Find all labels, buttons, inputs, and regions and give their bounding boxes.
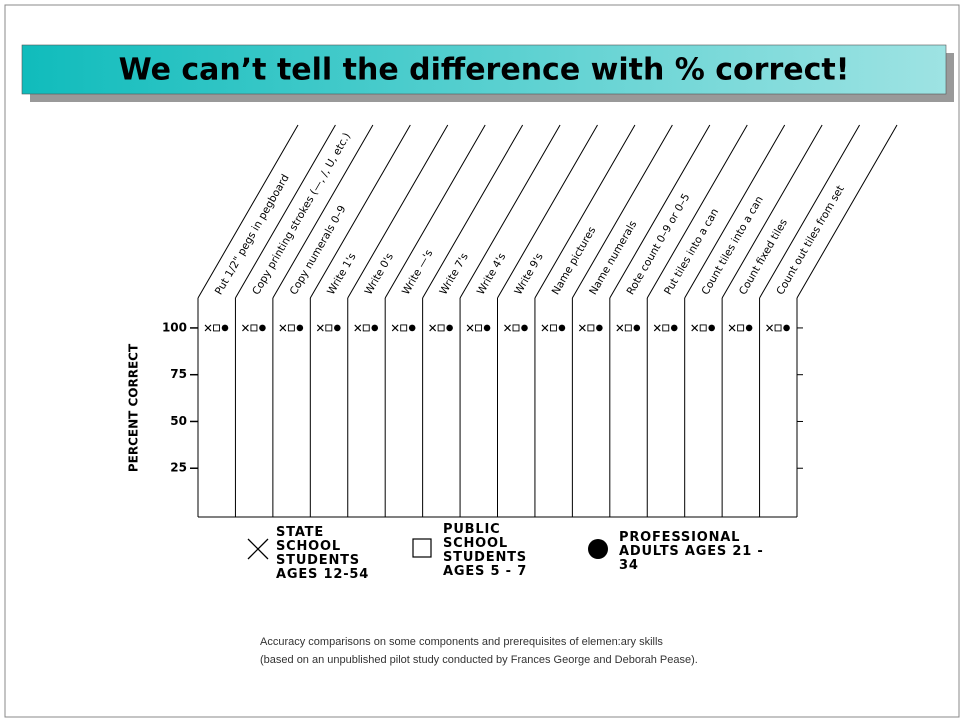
y-tick-label: 50	[170, 414, 187, 428]
category-label: Write 7's	[437, 251, 470, 297]
slide-border	[4, 4, 960, 718]
marker-circle	[708, 324, 715, 332]
marker-circle	[221, 324, 229, 332]
footnote: Accuracy comparisons on some components …	[260, 636, 663, 648]
marker-x	[578, 324, 586, 332]
footnote: (based on an unpublished pilot study con…	[260, 654, 698, 666]
marker-square	[662, 324, 670, 332]
marker-square	[213, 324, 220, 332]
marker-x	[728, 324, 736, 332]
marker-circle	[783, 324, 790, 332]
category-label: Put 1/2" pegs in pegboard	[213, 172, 292, 297]
legend-symbol-x	[247, 538, 269, 560]
marker-square	[400, 324, 408, 332]
column-diagonal	[197, 124, 299, 299]
column-diagonal	[272, 124, 374, 299]
legend-label: PUBLIC SCHOOL STUDENTS AGES 5 - 7	[443, 522, 528, 579]
y-tick-label: 100	[162, 320, 187, 334]
column-diagonal	[497, 124, 598, 299]
column-diagonal	[235, 124, 336, 299]
marker-circle	[259, 324, 266, 332]
marker-square	[737, 324, 745, 332]
column-diagonal	[384, 124, 486, 299]
marker-x	[354, 324, 362, 332]
category-label: Count out tiles from set	[774, 184, 846, 297]
category-label: Rote count 0–9 or 0–5	[625, 192, 693, 297]
marker-square	[512, 324, 520, 332]
marker-square	[437, 324, 445, 332]
column-diagonal	[684, 124, 786, 299]
category-label: Write 1's	[325, 251, 358, 297]
marker-square	[587, 324, 595, 332]
marker-x	[204, 324, 212, 332]
column-diagonal	[609, 124, 711, 299]
marker-square	[475, 324, 483, 332]
legend-symbol-circle	[588, 539, 608, 559]
column-diagonal	[759, 124, 860, 299]
column-diagonal	[422, 124, 524, 299]
title-bar	[21, 44, 947, 95]
column-diagonal	[721, 124, 823, 299]
column-diagonal	[646, 124, 748, 299]
marker-circle	[745, 324, 753, 332]
marker-square	[699, 324, 707, 332]
marker-x	[504, 324, 511, 332]
marker-square	[325, 324, 333, 332]
marker-circle	[296, 324, 304, 332]
category-label: Write —'s	[400, 248, 435, 297]
category-label: Write 9's	[512, 251, 545, 297]
column-diagonal	[571, 124, 673, 299]
marker-circle	[633, 324, 641, 332]
marker-x	[766, 324, 773, 332]
column-diagonal	[534, 124, 636, 299]
marker-square	[287, 324, 295, 332]
category-label: Write 4's	[475, 251, 508, 297]
category-label: Write 0's	[363, 251, 396, 297]
column-diagonal	[347, 124, 449, 299]
marker-x	[279, 324, 287, 332]
marker-square	[362, 324, 370, 332]
marker-x	[616, 324, 624, 332]
legend-label: STATE SCHOOL STUDENTS AGES 12-54	[276, 525, 370, 582]
marker-circle	[483, 324, 491, 332]
marker-x	[466, 324, 474, 332]
marker-x	[429, 324, 437, 332]
y-tick-label: 75	[170, 367, 187, 381]
marker-x	[242, 324, 249, 332]
marker-circle	[670, 324, 678, 332]
legend-label: PROFESSIONAL ADULTS AGES 21 - 34	[619, 530, 764, 573]
marker-circle	[371, 324, 379, 332]
marker-x	[541, 324, 549, 332]
marker-square	[250, 324, 258, 332]
marker-x	[653, 324, 661, 332]
marker-circle	[446, 324, 453, 332]
legend-symbol-square	[412, 538, 432, 558]
marker-circle	[334, 324, 341, 332]
chart-title: We can’t tell the difference with % corr…	[119, 53, 850, 88]
marker-square	[774, 324, 782, 332]
y-tick-label: 25	[170, 461, 187, 475]
marker-square	[549, 324, 557, 332]
column-diagonal	[459, 124, 561, 299]
marker-x	[316, 324, 324, 332]
column-diagonal	[796, 124, 898, 299]
marker-square	[624, 324, 632, 332]
marker-circle	[408, 324, 416, 332]
y-axis-label: PERCENT CORRECT	[127, 343, 141, 472]
marker-circle	[558, 324, 566, 332]
marker-circle	[521, 324, 528, 332]
column-diagonal	[309, 124, 411, 299]
marker-x	[391, 324, 399, 332]
marker-circle	[596, 324, 603, 332]
marker-x	[691, 324, 699, 332]
